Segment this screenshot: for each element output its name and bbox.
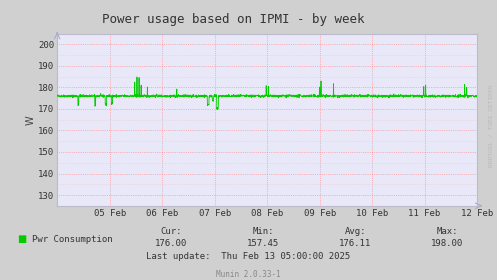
Text: RRDTOOL / TOBI OETIKER: RRDTOOL / TOBI OETIKER [489, 85, 494, 167]
Text: 198.00: 198.00 [431, 239, 463, 248]
Text: Power usage based on IPMI - by week: Power usage based on IPMI - by week [102, 13, 365, 25]
Text: 176.00: 176.00 [156, 239, 187, 248]
Y-axis label: W: W [25, 115, 35, 125]
Text: Max:: Max: [436, 227, 458, 235]
Text: Avg:: Avg: [344, 227, 366, 235]
Text: Cur:: Cur: [161, 227, 182, 235]
Text: Munin 2.0.33-1: Munin 2.0.33-1 [216, 270, 281, 279]
Text: Last update:  Thu Feb 13 05:00:00 2025: Last update: Thu Feb 13 05:00:00 2025 [147, 252, 350, 261]
Text: 176.11: 176.11 [339, 239, 371, 248]
Text: Pwr Consumption: Pwr Consumption [32, 235, 113, 244]
Text: ■: ■ [17, 234, 27, 244]
Text: 157.45: 157.45 [248, 239, 279, 248]
Text: Min:: Min: [252, 227, 274, 235]
